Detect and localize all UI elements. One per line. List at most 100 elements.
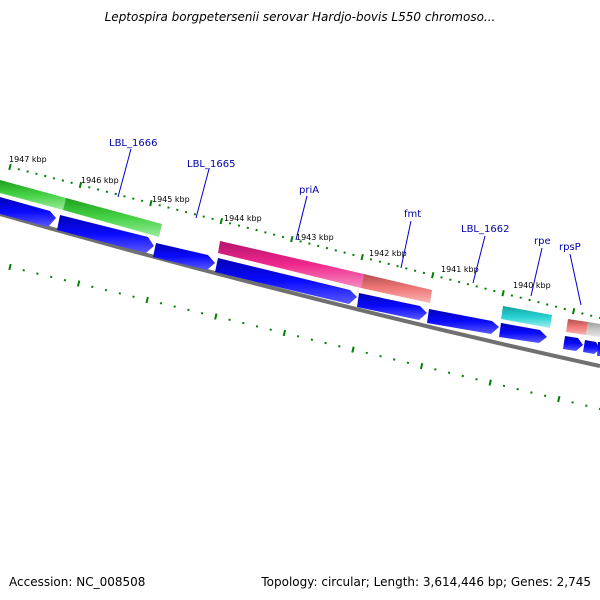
tick-mark bbox=[123, 195, 126, 198]
tick-mark bbox=[310, 338, 314, 341]
tick-mark bbox=[132, 197, 135, 200]
kbp-label: 1942 kbp bbox=[369, 249, 407, 258]
gene-label-fmt[interactable]: fmt bbox=[404, 209, 421, 220]
cds-arrow[interactable] bbox=[57, 215, 154, 253]
tick-mark bbox=[242, 321, 245, 325]
cds-arrow[interactable] bbox=[563, 336, 583, 351]
gene-labels: LBL_1666 LBL_1665 priA fmt LBL_1662 rpe … bbox=[109, 138, 581, 253]
label-line-rpsp bbox=[569, 253, 582, 306]
tick-mark bbox=[184, 210, 188, 214]
cds-arrow[interactable] bbox=[597, 342, 600, 356]
accession-text: Accession: NC_008508 bbox=[9, 575, 146, 589]
tick-mark bbox=[457, 280, 461, 284]
tick-mark bbox=[557, 395, 561, 403]
tick-mark bbox=[149, 199, 153, 207]
tick-mark bbox=[132, 295, 135, 298]
cds-arrow[interactable] bbox=[153, 243, 215, 270]
cds-arrow[interactable] bbox=[583, 340, 600, 354]
gene-feature-fmt[interactable] bbox=[361, 274, 432, 303]
tick-mark bbox=[510, 294, 514, 297]
tick-mark bbox=[281, 235, 285, 239]
gene-features bbox=[0, 180, 600, 337]
tick-mark bbox=[211, 217, 214, 221]
tick-mark bbox=[228, 222, 232, 225]
inner-tick-ring bbox=[8, 163, 600, 320]
tick-mark bbox=[585, 404, 588, 407]
tick-mark bbox=[365, 351, 368, 355]
tick-mark bbox=[543, 394, 547, 397]
tick-mark bbox=[440, 276, 443, 279]
tick-mark bbox=[396, 264, 399, 268]
tick-mark bbox=[352, 253, 355, 257]
kbp-label: 1940 kbp bbox=[513, 281, 551, 290]
tick-mark bbox=[351, 346, 355, 353]
tick-mark bbox=[296, 335, 300, 338]
tick-mark bbox=[78, 181, 83, 189]
tick-mark bbox=[589, 314, 593, 317]
cds-arrow[interactable] bbox=[0, 197, 56, 227]
tick-mark bbox=[343, 251, 346, 254]
tick-mark bbox=[219, 217, 223, 225]
tick-mark bbox=[214, 313, 218, 320]
gene-label-pria[interactable]: priA bbox=[299, 185, 319, 196]
cds-arrow[interactable] bbox=[427, 309, 499, 334]
kbp-label: 1944 kbp bbox=[224, 214, 262, 223]
tick-mark bbox=[461, 374, 464, 378]
chromosome-backbone bbox=[0, 212, 600, 368]
tick-mark bbox=[22, 269, 25, 272]
gene-label-lbl-1662[interactable]: LBL_1662 bbox=[461, 224, 509, 235]
gene-label-rpsp[interactable]: rpsP bbox=[559, 242, 581, 253]
gene-feature-pria[interactable] bbox=[218, 241, 364, 288]
tick-mark bbox=[324, 341, 327, 345]
tick-mark bbox=[17, 168, 21, 171]
tick-mark bbox=[145, 296, 149, 304]
kbp-label: 1945 kbp bbox=[152, 195, 190, 204]
gene-label-rpe[interactable]: rpe bbox=[534, 236, 551, 247]
label-line-lbl-1666 bbox=[117, 148, 132, 198]
tick-mark bbox=[431, 272, 435, 279]
tick-mark bbox=[475, 378, 478, 381]
tick-mark bbox=[264, 231, 267, 234]
tick-mark bbox=[422, 271, 426, 275]
gene-feature-rpsp[interactable] bbox=[566, 319, 588, 335]
tick-mark bbox=[299, 240, 302, 243]
tick-mark bbox=[449, 278, 452, 281]
kbp-label: 1946 kbp bbox=[81, 176, 119, 185]
tick-mark bbox=[269, 328, 272, 331]
tick-mark bbox=[598, 316, 600, 320]
tick-mark bbox=[405, 267, 408, 270]
tick-mark bbox=[419, 362, 424, 370]
map-title: Leptospira borgpetersenii serovar Hardjo… bbox=[104, 10, 496, 24]
gene-feature-lbl-1666[interactable] bbox=[63, 198, 162, 237]
cds-arrow[interactable] bbox=[215, 258, 357, 304]
tick-mark bbox=[228, 318, 231, 321]
tick-mark bbox=[338, 345, 341, 348]
tick-mark bbox=[502, 384, 506, 388]
tick-mark bbox=[35, 172, 38, 176]
cds-arrow[interactable] bbox=[357, 293, 427, 320]
tick-mark bbox=[140, 199, 144, 203]
tick-mark bbox=[413, 269, 417, 272]
cds-arrow[interactable] bbox=[499, 323, 547, 343]
tick-mark bbox=[167, 206, 170, 209]
tick-mark bbox=[61, 179, 65, 182]
tick-mark bbox=[26, 170, 29, 173]
tick-mark bbox=[528, 298, 531, 302]
tick-mark bbox=[118, 292, 121, 295]
gene-feature-rpe[interactable] bbox=[501, 306, 552, 328]
tick-mark bbox=[8, 263, 12, 271]
tick-mark bbox=[104, 288, 108, 292]
gene-label-lbl-1665[interactable]: LBL_1665 bbox=[187, 159, 235, 170]
tick-mark bbox=[387, 262, 390, 266]
tick-mark bbox=[114, 192, 117, 196]
outer-tick-ring bbox=[8, 263, 600, 411]
gene-feature-grey[interactable] bbox=[586, 322, 600, 337]
tick-mark bbox=[325, 246, 329, 250]
gene-feature-green-1[interactable] bbox=[0, 180, 66, 210]
tick-mark bbox=[563, 307, 567, 311]
kbp-label: 1941 kbp bbox=[441, 265, 479, 274]
tick-mark bbox=[282, 329, 287, 337]
gene-label-lbl-1666[interactable]: LBL_1666 bbox=[109, 138, 157, 149]
tick-mark bbox=[158, 204, 161, 207]
